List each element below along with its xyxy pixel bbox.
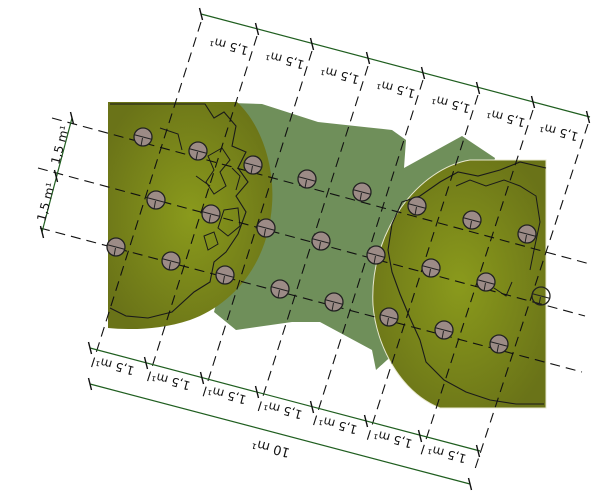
dimension-tick [420, 66, 426, 80]
dimension-tick [143, 356, 149, 370]
top-label-3: 1,5 m¹ [319, 63, 361, 87]
plant-marker [324, 292, 344, 312]
top-label-7: 1,5 m¹ [538, 120, 580, 144]
plant-marker [352, 182, 372, 202]
top-label-5: 1,5 m¹ [430, 92, 472, 116]
plant-marker [434, 320, 454, 340]
plant-marker [379, 307, 399, 327]
plant-marker [256, 218, 276, 238]
dimension-tick [199, 371, 205, 385]
left-label-2: 1,5 m¹ [34, 181, 58, 223]
contour-right-inner [455, 179, 541, 297]
contour-left-outer [109, 103, 249, 319]
top-dimension-line [200, 13, 591, 118]
plant-marker [133, 127, 153, 147]
bottom-label-5: 1,5 m¹ [317, 413, 359, 437]
plant-marker [421, 258, 441, 278]
dimension-tick [475, 81, 481, 95]
left-label-1: 1,5 m¹ [48, 124, 72, 166]
dimension-tick [309, 400, 315, 414]
top-label-4: 1,5 m¹ [375, 77, 417, 101]
bottom-label-4: 1,5 m¹ [262, 398, 304, 422]
plant-marker [517, 224, 537, 244]
grid-column-line [145, 35, 258, 387]
dimension-tick [585, 110, 591, 124]
dimension-ticks [39, 7, 591, 491]
plant-marker [243, 155, 263, 175]
dimension-tick [530, 95, 536, 109]
plant-marker [215, 265, 235, 285]
plant-marker [462, 210, 482, 230]
bottom-label-1: 1,5 m¹ [94, 354, 136, 378]
plant-marker [311, 231, 331, 251]
dimension-tick [198, 7, 204, 21]
dimension-tick [53, 169, 59, 183]
dimension-tick [39, 225, 45, 239]
grid-column-line [419, 109, 534, 459]
contour-left-inner [203, 147, 241, 251]
left-dimension-line [41, 117, 73, 233]
grid-column-line [89, 21, 202, 373]
grid-row-line [37, 167, 586, 317]
total-dimension-line [89, 383, 471, 485]
top-label-1: 1,5 m¹ [208, 34, 250, 58]
total-length-label: 10 m¹ [251, 435, 292, 459]
contour-left-lines [159, 127, 241, 191]
bottom-label-3: 1,5 m¹ [206, 383, 248, 407]
dimension-tick [309, 37, 315, 51]
dimension-tick [254, 22, 260, 36]
grid-column-line [473, 123, 589, 473]
grid-row-line [51, 117, 591, 265]
dimension-tick [365, 51, 371, 65]
dimension-tick [87, 341, 93, 355]
plant-marker [161, 251, 181, 271]
plant-markers [106, 127, 551, 354]
dimension-tick [87, 377, 93, 391]
plant-marker [531, 286, 551, 306]
dimension-tick [363, 414, 369, 428]
plant-marker [188, 141, 208, 161]
top-label-6: 1,5 m¹ [485, 106, 527, 130]
plant-marker [297, 169, 317, 189]
plant-marker [476, 272, 496, 292]
bottom-dimension-line [89, 347, 481, 452]
plant-marker [407, 196, 427, 216]
dimension-tick [254, 385, 260, 399]
bottom-label-6: 1,5 m¹ [372, 427, 414, 451]
top-label-2: 1,5 m¹ [264, 48, 306, 72]
dimension-tick [467, 477, 473, 491]
dimension-tick [417, 429, 423, 443]
plant-marker [106, 237, 126, 257]
plant-marker [489, 334, 509, 354]
plant-marker [146, 190, 166, 210]
dimension-tick [69, 111, 75, 125]
dimension-tick [475, 444, 481, 458]
left-dimension-labels: 1,5 m¹ 1,5 m¹ [34, 124, 72, 223]
plant-marker [201, 204, 221, 224]
bottom-label-2: 1,5 m¹ [150, 369, 192, 393]
plant-marker [366, 245, 386, 265]
plant-marker [270, 279, 290, 299]
contour-right-outer [387, 161, 547, 405]
